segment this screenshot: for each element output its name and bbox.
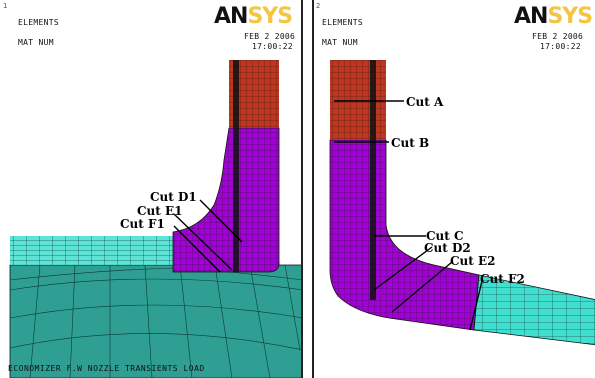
viewport-gap bbox=[303, 0, 312, 378]
label-cut-e2: Cut E2 bbox=[450, 254, 496, 268]
left-mesh-plot: Cut D1 Cut E1 Cut F1 bbox=[9, 60, 301, 378]
label-cut-b: Cut B bbox=[391, 136, 429, 150]
label-cut-d2: Cut D2 bbox=[424, 241, 471, 255]
plot-title: ELEMENTS bbox=[322, 18, 363, 27]
plot-title: ELEMENTS bbox=[18, 18, 59, 27]
label-cut-d1: Cut D1 bbox=[150, 190, 197, 204]
plot-time: 17:00:22 bbox=[252, 42, 293, 51]
ansys-logo: ANSYS bbox=[214, 4, 293, 29]
label-cut-f2: Cut F2 bbox=[480, 272, 525, 286]
right-cut-lines bbox=[334, 100, 483, 331]
label-cut-f1: Cut F1 bbox=[120, 217, 165, 231]
shell-mesh-lines bbox=[9, 264, 301, 378]
ansys-logo: ANSYS bbox=[514, 4, 593, 29]
plot-subtitle: MAT NUM bbox=[18, 38, 54, 47]
panel-number: 2 bbox=[316, 2, 321, 10]
plot-date: FEB 2 2006 bbox=[244, 32, 296, 41]
plot-footer: ECONOMIZER F.W NOZZLE TRANSIENTS LOAD bbox=[8, 364, 205, 373]
right-mesh-plot: Cut A Cut B Cut C Cut D2 Cut E2 Cut F2 bbox=[329, 60, 595, 346]
plot-subtitle: MAT NUM bbox=[322, 38, 358, 47]
right-viewport[interactable]: Cut A Cut B Cut C Cut D2 Cut E2 Cut F2 2… bbox=[312, 0, 595, 378]
shell-region bbox=[9, 264, 301, 378]
label-cut-a: Cut A bbox=[406, 95, 444, 109]
label-cut-e1: Cut E1 bbox=[137, 204, 183, 218]
panel-number: 1 bbox=[3, 2, 8, 10]
left-cut-lines bbox=[173, 199, 243, 273]
plot-time: 17:00:22 bbox=[540, 42, 581, 51]
plot-date: FEB 2 2006 bbox=[532, 32, 584, 41]
left-viewport[interactable]: Cut D1 Cut E1 Cut F1 1 ELEMENTS MAT NUM … bbox=[0, 0, 303, 378]
label-cut-c: Cut C bbox=[426, 229, 464, 243]
